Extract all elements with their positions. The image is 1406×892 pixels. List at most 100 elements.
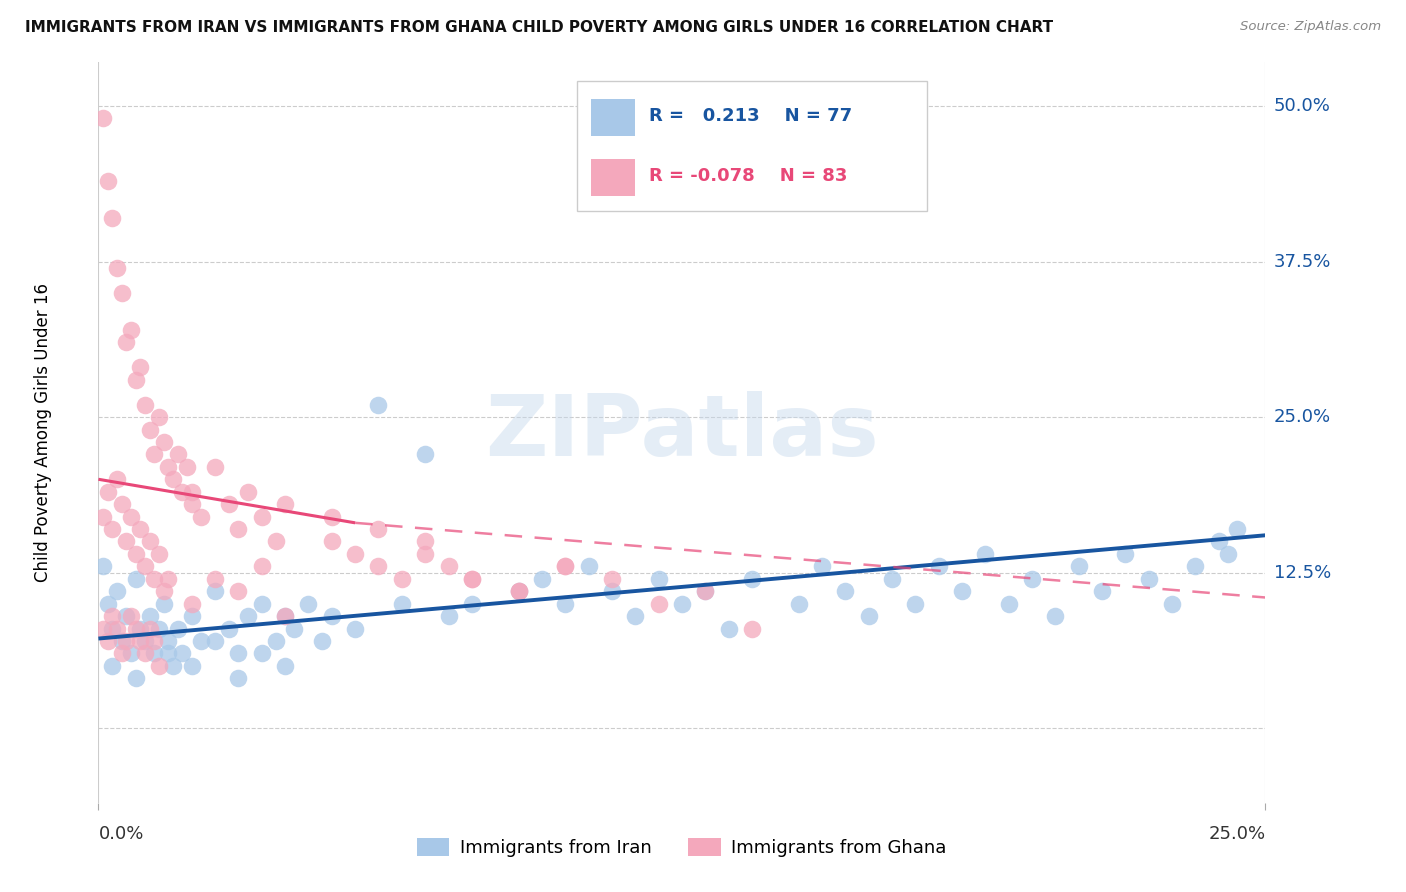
Bar (591, 159, 636, 195)
Point (1226, 522, 1249, 536)
Point (321, 509, 343, 524)
Text: 0.0%: 0.0% (98, 825, 143, 843)
Point (97, 634, 120, 648)
Point (228, 647, 250, 661)
Point (190, 634, 212, 648)
Point (997, 597, 1019, 611)
Point (105, 622, 128, 636)
Point (437, 559, 460, 574)
Point (91, 509, 114, 524)
Point (157, 459, 180, 474)
Point (344, 547, 367, 561)
Point (111, 285, 134, 300)
Point (148, 547, 170, 561)
Point (129, 634, 152, 648)
Point (139, 622, 162, 636)
Point (950, 584, 973, 599)
Text: 12.5%: 12.5% (1274, 564, 1331, 582)
Point (413, 547, 436, 561)
Text: R =   0.213    N = 77: R = 0.213 N = 77 (650, 108, 852, 126)
Point (101, 659, 124, 673)
Point (204, 584, 226, 599)
Point (508, 584, 530, 599)
Point (236, 484, 259, 499)
Point (391, 597, 413, 611)
Point (1184, 559, 1206, 574)
Point (162, 659, 184, 673)
Point (111, 497, 134, 511)
Point (115, 634, 138, 648)
Point (152, 597, 174, 611)
Point (180, 497, 202, 511)
Point (125, 572, 148, 586)
Point (283, 622, 305, 636)
Point (120, 647, 142, 661)
Point (695, 584, 717, 599)
Point (148, 622, 170, 636)
Bar (591, 99, 636, 136)
Text: 25.0%: 25.0% (1274, 408, 1331, 426)
Point (600, 584, 623, 599)
Point (162, 472, 184, 486)
Point (101, 211, 124, 225)
Point (120, 509, 142, 524)
Point (120, 609, 142, 624)
Point (367, 522, 389, 536)
Point (157, 634, 180, 648)
Point (129, 360, 152, 375)
Point (111, 647, 134, 661)
Point (134, 559, 156, 574)
Text: Source: ZipAtlas.com: Source: ZipAtlas.com (1240, 20, 1381, 33)
Point (274, 659, 297, 673)
Point (974, 547, 997, 561)
Point (928, 559, 950, 574)
Point (125, 547, 148, 561)
Point (250, 647, 273, 661)
Point (139, 423, 162, 437)
Point (101, 609, 124, 624)
Point (264, 534, 287, 549)
Point (228, 584, 250, 599)
Point (115, 534, 138, 549)
Point (218, 622, 240, 636)
Point (1021, 572, 1043, 586)
Point (461, 597, 484, 611)
Point (129, 522, 152, 536)
Point (115, 609, 138, 624)
Point (97, 174, 120, 188)
Point (125, 622, 148, 636)
Point (180, 484, 202, 499)
Point (437, 609, 460, 624)
Point (1114, 547, 1136, 561)
Point (143, 647, 166, 661)
Point (647, 597, 669, 611)
Point (367, 398, 389, 412)
Point (157, 572, 180, 586)
Point (105, 260, 128, 275)
Point (647, 572, 669, 586)
Point (811, 559, 834, 574)
Point (717, 622, 740, 636)
Point (97, 597, 120, 611)
Point (101, 622, 124, 636)
Point (578, 559, 600, 574)
Point (228, 672, 250, 686)
Point (624, 609, 647, 624)
Point (172, 484, 194, 499)
Point (344, 622, 367, 636)
Point (264, 634, 287, 648)
Legend: Immigrants from Iran, Immigrants from Ghana: Immigrants from Iran, Immigrants from Gh… (409, 830, 955, 864)
Point (101, 522, 124, 536)
Text: IMMIGRANTS FROM IRAN VS IMMIGRANTS FROM GHANA CHILD POVERTY AMONG GIRLS UNDER 16: IMMIGRANTS FROM IRAN VS IMMIGRANTS FROM … (25, 20, 1053, 35)
Point (1208, 534, 1230, 549)
Point (143, 447, 166, 461)
Y-axis label: Child Poverty Among Girls Under 16: Child Poverty Among Girls Under 16 (34, 283, 52, 582)
Text: 37.5%: 37.5% (1274, 252, 1331, 270)
Text: 50.0%: 50.0% (1274, 97, 1330, 115)
Point (600, 572, 623, 586)
Point (508, 584, 530, 599)
Point (1137, 572, 1160, 586)
Point (204, 459, 226, 474)
Point (148, 659, 170, 673)
Point (250, 509, 273, 524)
